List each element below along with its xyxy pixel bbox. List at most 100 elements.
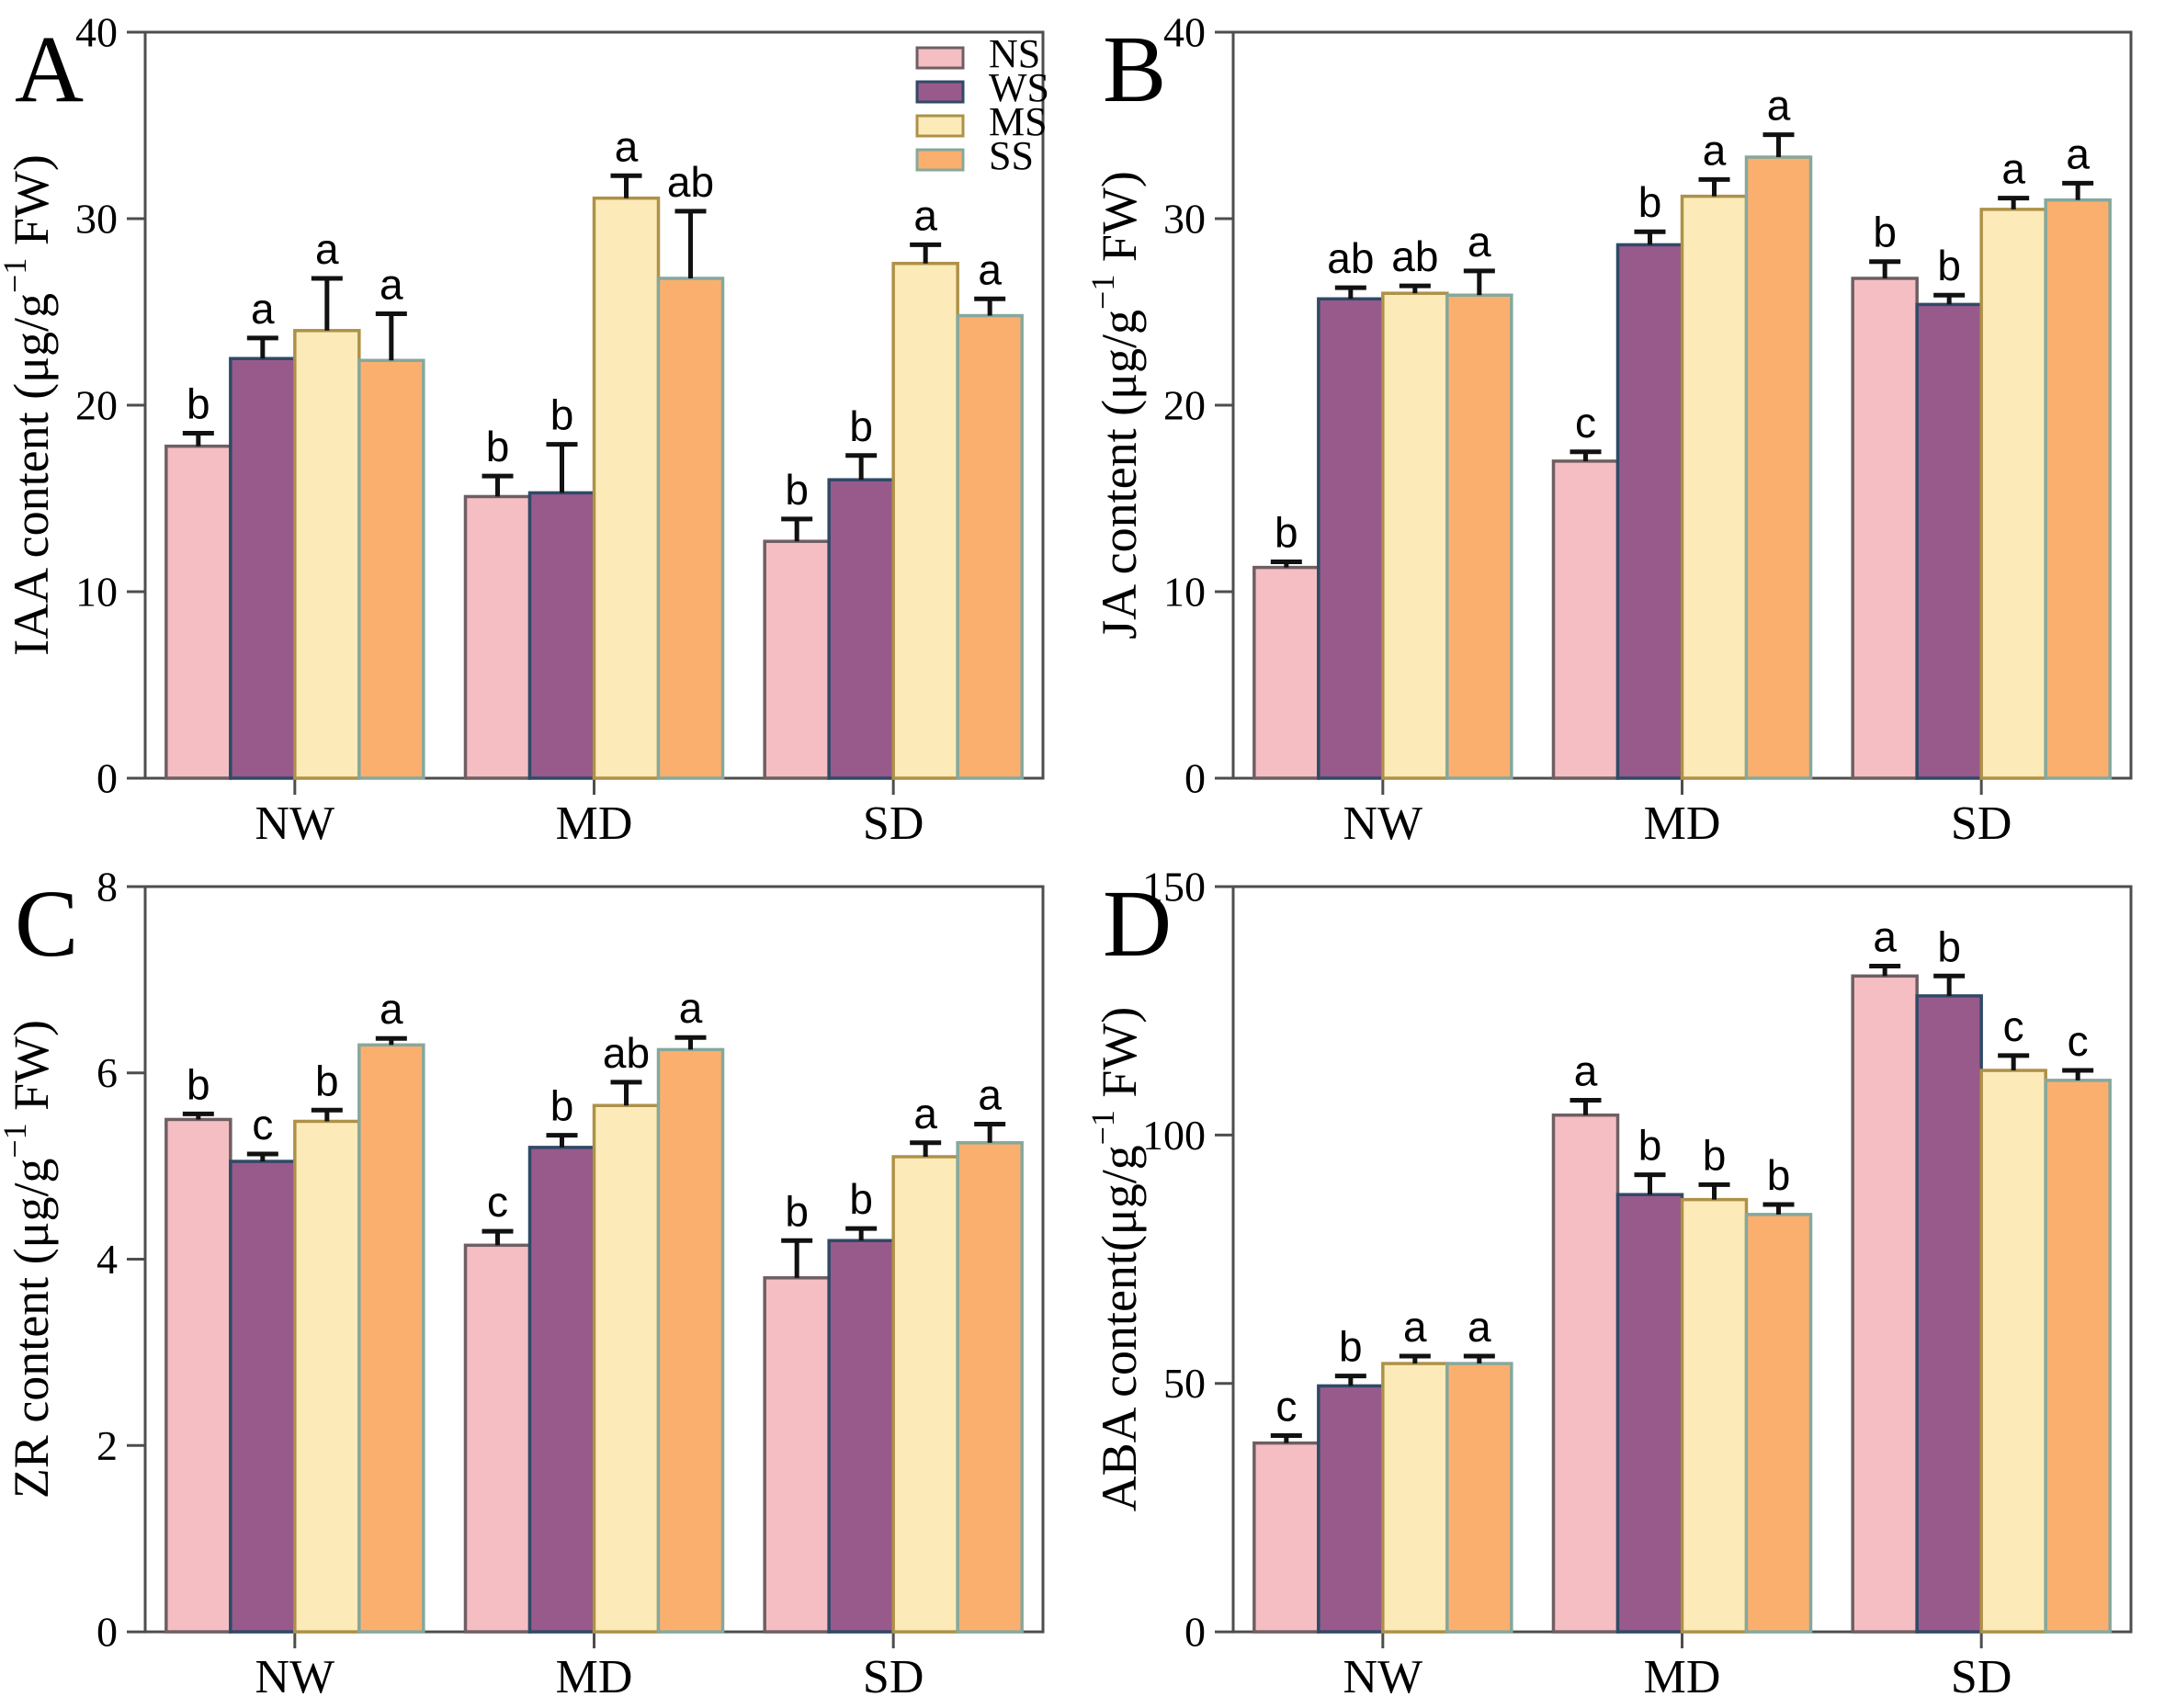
y-axis-label: JA content (μg/g−1 FW)	[1088, 171, 1147, 639]
sig-letter: ab	[667, 158, 714, 206]
sig-letter: a	[2066, 130, 2090, 177]
sig-letter: c	[2068, 1017, 2089, 1065]
bar-SS-NW	[357, 1043, 425, 1634]
bar-SS-NW	[357, 358, 425, 780]
legend-label-NS: NS	[989, 31, 1040, 76]
y-tick-label: 2	[96, 1422, 118, 1469]
legend-label-SS: SS	[989, 133, 1034, 178]
sig-letter: b	[1767, 1151, 1791, 1199]
bar-SS-NW	[1445, 293, 1513, 780]
sig-letter: b	[1703, 1131, 1727, 1179]
x-group-label: MD	[556, 1651, 633, 1703]
y-tick-label: 8	[96, 863, 118, 910]
sig-letter: a	[1403, 1303, 1427, 1351]
sig-letter: b	[1638, 1122, 1662, 1170]
y-axis-label: IAA content (μg/g−1 FW)	[0, 154, 59, 656]
legend-swatch-NS	[915, 46, 965, 70]
y-axis-label: ZR content (μg/g−1 FW)	[0, 1020, 59, 1499]
sig-letter: b	[1937, 922, 1961, 970]
sig-letter: b	[849, 402, 873, 450]
bar-MS-SD	[1979, 208, 2047, 780]
x-group-label: MD	[556, 797, 633, 850]
x-group-label: MD	[1644, 1651, 1721, 1703]
legend-label-WS: WS	[989, 65, 1049, 110]
sig-letter: b	[1275, 509, 1298, 557]
bar-SS-MD	[1744, 155, 1813, 780]
sig-letter: a	[380, 261, 403, 309]
y-tick-label: 40	[1163, 9, 1206, 56]
bar-MS-SD	[891, 1155, 959, 1634]
bar-NS-MD	[463, 1243, 532, 1634]
bar-NS-MD	[1551, 459, 1620, 780]
y-tick-label: 10	[1163, 569, 1206, 616]
y-axis-label: ABA content(μg/g−1 FW)	[1088, 1007, 1147, 1512]
bar-MS-MD	[592, 1103, 661, 1634]
bar-SS-MD	[656, 277, 725, 780]
x-group-label: SD	[1951, 797, 2012, 850]
sig-letter: b	[187, 1060, 210, 1108]
bar-NS-SD	[1851, 974, 1919, 1634]
y-tick-label: 10	[75, 569, 118, 616]
x-group-label: NW	[255, 797, 335, 850]
bar-WS-NW	[1317, 1384, 1385, 1634]
sig-letter: a	[978, 1071, 1002, 1119]
bar-MS-NW	[293, 1119, 361, 1634]
legend-swatch-WS	[915, 80, 965, 104]
x-group-label: SD	[863, 797, 924, 850]
sig-letter: a	[1574, 1047, 1598, 1095]
y-tick-label: 20	[75, 382, 118, 429]
sig-letter: b	[849, 1175, 873, 1223]
bar-SS-SD	[956, 1141, 1024, 1634]
bar-NS-SD	[763, 1276, 831, 1634]
bar-NS-MD	[1551, 1113, 1620, 1634]
y-tick-label: 0	[96, 1609, 118, 1656]
sig-letter: b	[1937, 242, 1961, 289]
sig-letter: a	[1703, 126, 1727, 174]
legend-label-MS: MS	[989, 99, 1048, 144]
bar-SS-MD	[656, 1047, 725, 1634]
bar-MS-NW	[1381, 1362, 1449, 1634]
x-group-label: NW	[255, 1651, 335, 1703]
bar-SS-SD	[2044, 1079, 2112, 1634]
bar-WS-SD	[827, 478, 895, 780]
x-group-label: NW	[1343, 1651, 1423, 1703]
y-tick-label: 30	[1163, 196, 1206, 243]
bar-SS-SD	[956, 313, 1024, 780]
panel-letter: A	[15, 17, 84, 122]
bar-WS-SD	[1915, 302, 1983, 780]
sig-letter: ab	[1391, 232, 1438, 280]
y-tick-label: 0	[1184, 1609, 1206, 1656]
y-tick-label: 6	[96, 1049, 118, 1096]
bar-MS-SD	[1979, 1069, 2047, 1634]
bar-MS-NW	[293, 329, 361, 780]
bar-MS-MD	[1680, 194, 1749, 780]
bar-MS-NW	[1381, 291, 1449, 780]
bar-NS-NW	[1252, 1441, 1320, 1634]
bar-NS-SD	[1851, 277, 1919, 780]
y-tick-label: 100	[1142, 1112, 1206, 1159]
bar-SS-SD	[2044, 198, 2112, 780]
sig-letter: c	[1275, 1383, 1297, 1431]
y-tick-label: 4	[96, 1236, 118, 1283]
sig-letter: c	[252, 1101, 273, 1148]
sig-letter: a	[913, 1090, 937, 1137]
y-tick-label: 0	[96, 755, 118, 802]
bar-SS-MD	[1744, 1213, 1813, 1634]
sig-letter: a	[679, 984, 703, 1032]
sig-letter: b	[785, 1187, 809, 1235]
y-tick-label: 20	[1163, 382, 1206, 429]
bar-WS-NW	[229, 1159, 297, 1634]
panel-a: 0 10 20 30 40 NW MD SD b b b a b b a a a a ab a IAA content …	[0, 0, 1088, 854]
sig-letter: b	[486, 423, 510, 470]
sig-letter: a	[615, 122, 639, 170]
sig-letter: a	[2001, 145, 2025, 193]
sig-letter: a	[1767, 82, 1791, 130]
x-group-label: NW	[1343, 797, 1423, 850]
sig-letter: a	[1468, 1303, 1491, 1351]
bar-WS-MD	[1615, 243, 1684, 780]
